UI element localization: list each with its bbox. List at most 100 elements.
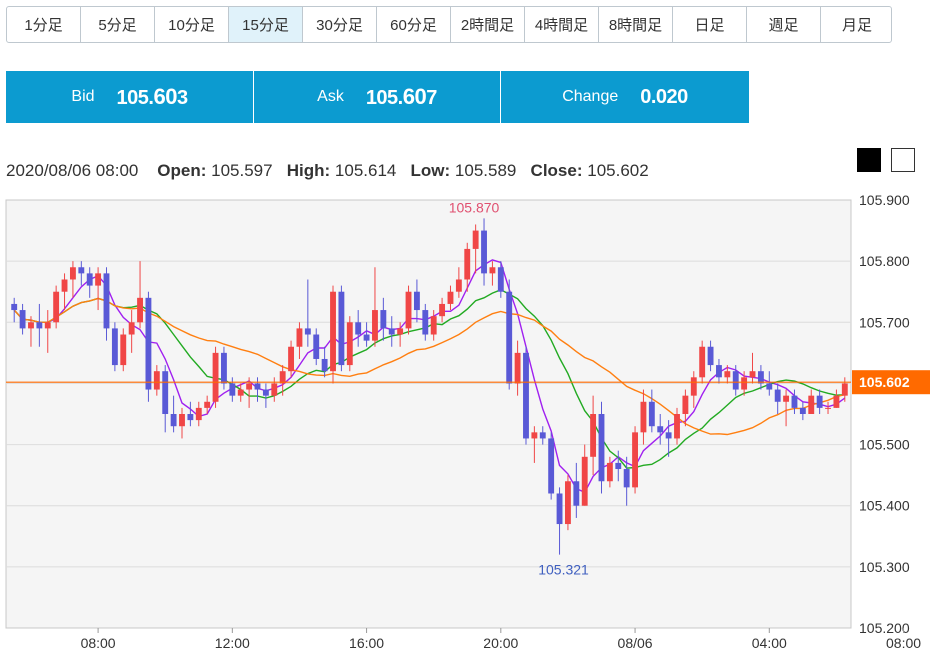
candle-body xyxy=(405,291,412,329)
candle-body xyxy=(707,346,714,366)
y-tick-label: 105.500 xyxy=(859,437,910,453)
candle-body xyxy=(346,322,353,366)
candle-body xyxy=(372,310,378,341)
candle-body xyxy=(539,432,546,439)
candle-body xyxy=(623,469,630,488)
ohlc-readout: 2020/08/06 08:00 Open: 105.597 High: 105… xyxy=(6,161,649,181)
timeframe-button[interactable]: 週足 xyxy=(747,7,821,42)
candle-body xyxy=(11,303,18,311)
y-tick-label: 105.900 xyxy=(859,192,910,208)
candle-body xyxy=(816,395,823,408)
y-tick-label: 105.400 xyxy=(859,498,910,514)
candle-body xyxy=(506,291,513,384)
candle-body xyxy=(489,267,496,274)
candle-body xyxy=(699,346,706,378)
timeframe-button[interactable]: 60分足 xyxy=(377,7,451,42)
y-tick-label: 105.700 xyxy=(859,314,910,330)
candle-body xyxy=(665,432,672,439)
candle-body xyxy=(749,371,756,378)
high-value: 105.614 xyxy=(334,161,397,180)
candle-body xyxy=(472,230,479,249)
candle-body xyxy=(690,377,697,396)
timeframe-button[interactable]: 月足 xyxy=(841,17,872,34)
candle-body xyxy=(262,389,269,396)
candle-body xyxy=(825,407,831,409)
ma-short-line xyxy=(13,259,846,494)
candle-body xyxy=(514,352,521,384)
low-label: Low: xyxy=(410,161,451,180)
timeframe-button[interactable]: 5分足 xyxy=(81,7,155,42)
candle-body xyxy=(204,401,211,408)
current-price-tag xyxy=(852,370,930,395)
ask-label: Ask xyxy=(317,88,344,105)
timeframe-bar: 1分足 5分足 10分足 15分足 30分足 60分足 2時間足 4時間足 8時間足 日足 週足 月足 xyxy=(6,6,892,43)
candlestick-chart[interactable]: 105.200105.300105.400105.500105.600105.7… xyxy=(0,190,934,661)
timeframe-button[interactable]: 30分足 xyxy=(303,7,377,42)
candle-body xyxy=(95,273,102,286)
timeframe-button[interactable]: 8時間足 xyxy=(599,7,673,42)
candle-body xyxy=(548,438,555,494)
close-value: 105.602 xyxy=(587,161,649,180)
min-price-label: 105.321 xyxy=(538,562,589,578)
candle-body xyxy=(757,371,764,384)
timeframe-button[interactable]: 1分足 xyxy=(7,7,81,42)
candle-body xyxy=(799,407,806,414)
candle-body xyxy=(606,462,613,482)
timeframe-button[interactable]: 2時間足 xyxy=(451,7,525,42)
candle-body xyxy=(732,371,739,390)
ma-mid-line xyxy=(13,289,845,469)
light-theme-button[interactable] xyxy=(891,148,915,172)
candle-body xyxy=(564,481,571,525)
timeframe-button[interactable]: 日足 xyxy=(673,7,747,42)
candle-body xyxy=(808,395,815,414)
timeframe-button[interactable]: 10分足 xyxy=(155,7,229,42)
open-label: Open: xyxy=(157,161,207,180)
candle-body xyxy=(598,414,605,482)
candle-body xyxy=(724,371,731,378)
candle-body xyxy=(195,407,202,421)
candle-body xyxy=(682,395,689,414)
candle-body xyxy=(833,395,840,408)
candle-body xyxy=(590,414,597,457)
x-tick-label: 08:00 xyxy=(886,635,921,651)
candle-body xyxy=(363,334,370,341)
change-panel: Change 0.020 xyxy=(501,71,749,123)
x-tick-label: 08/06 xyxy=(618,635,653,651)
max-price-label: 105.870 xyxy=(449,199,500,215)
ask-panel: Ask 105.607 xyxy=(254,71,500,123)
current-price-label: 105.602 xyxy=(859,374,910,390)
open-value: 105.597 xyxy=(211,161,273,180)
candle-body xyxy=(523,352,529,439)
candle-body xyxy=(246,383,253,390)
candle-body xyxy=(120,334,127,366)
close-label: Close: xyxy=(530,161,583,180)
bid-label: Bid xyxy=(71,88,95,105)
candle-body xyxy=(229,383,236,396)
candle-body xyxy=(674,414,680,439)
candle-body xyxy=(212,352,219,402)
candle-body xyxy=(648,401,655,427)
candle-body xyxy=(28,322,34,329)
x-tick-label: 20:00 xyxy=(483,635,518,651)
candle-body xyxy=(774,389,781,402)
candle-body xyxy=(556,493,563,525)
candle-body xyxy=(61,279,68,292)
candle-body xyxy=(162,371,169,414)
dark-theme-button[interactable] xyxy=(857,148,881,172)
timeframe-button[interactable]: 4時間足 xyxy=(525,7,599,42)
plot-area xyxy=(5,199,852,629)
candle-body xyxy=(615,462,622,470)
candle-body xyxy=(44,322,51,329)
timeframe-button[interactable]: 15分足 xyxy=(229,7,303,42)
candle-body xyxy=(439,303,446,317)
candle-body xyxy=(397,328,404,335)
candle-body xyxy=(741,377,748,390)
candle-body xyxy=(271,383,278,396)
candle-body xyxy=(78,267,85,274)
candle-body xyxy=(640,401,647,433)
candle-body xyxy=(145,297,152,390)
ohlc-datetime: 2020/08/06 08:00 xyxy=(6,161,139,180)
candle-body xyxy=(304,328,311,335)
candle-body xyxy=(288,346,295,372)
candle-body xyxy=(111,328,118,366)
